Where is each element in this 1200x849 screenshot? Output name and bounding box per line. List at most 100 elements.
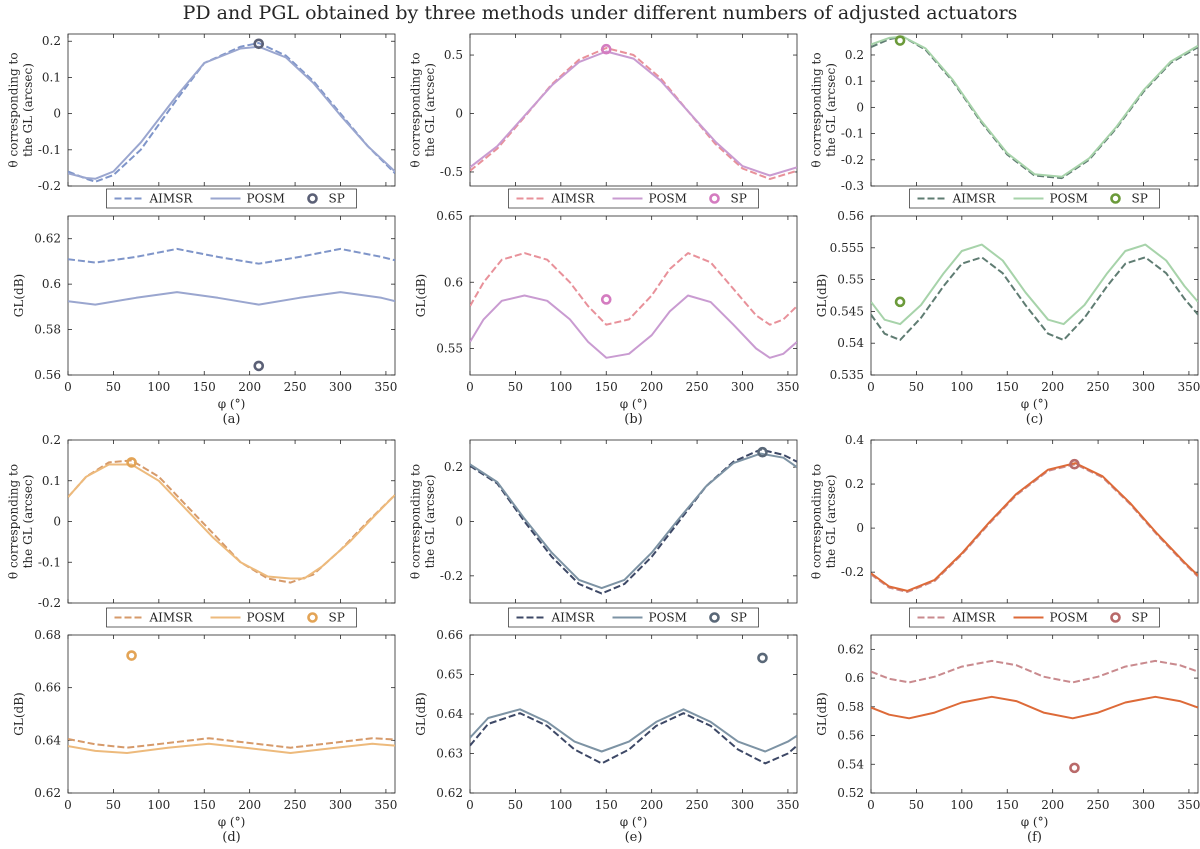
theta-c-y-tick-label: -0.3 [841,179,864,193]
gl-c-y-tick-label: 0.54 [837,336,864,350]
gl-e-y-tick-label: 0.65 [436,668,463,682]
gl-b-x-tick-label: 50 [508,380,523,394]
gl-f-x-tick-label: 300 [1132,798,1155,812]
gl-e-x-tick-label: 300 [731,798,754,812]
theta-axis-label-line-2: the GL (arcsec) [824,63,838,157]
panel-d: -0.2 -0.1 0 0.1 0.2 θ corresponding tothe GL … [7,433,398,845]
gl-b-x-tick-label: 250 [686,380,709,394]
legend-a: AIMSR POSM SP [106,188,357,209]
gl-f-x-tick-label: 200 [1041,798,1064,812]
theta-c-sp-point [894,35,906,46]
gl-e-x-tick-label: 350 [776,798,799,812]
theta-subplot-f: -0.2 0 0.2 0.4 θ corresponding tothe GL (arc… [810,433,1199,604]
theta-d-sp-point [126,457,137,468]
theta-subplot-b: -0.5 0 0.5 θ corresponding tothe GL (arcsec… [409,33,798,187]
gl-a-x-tick-label: 250 [284,380,307,394]
panel-caption: (f) [1027,830,1042,845]
gl-d-x-tick-label: 50 [106,798,121,812]
gl-c-y-tick-label: 0.55 [837,273,864,287]
gl-b-series-aimsr [470,252,797,326]
panels-container: -0.2-0.100.10.2θ corresponding tothe GL … [7,33,1200,845]
theta-f-sp-point [1069,458,1080,470]
gl-axis-label: GL(dB) [414,692,428,735]
gl-a-x-tick-label: 350 [374,380,397,394]
panel-caption: (b) [624,412,642,427]
gl-axis-label: GL(dB) [12,692,26,735]
theta-axis-label-line-2: the GL (arcsec) [21,475,35,569]
theta-a-y-tick-label: 0 [53,107,61,121]
figure-title: PD and PGL obtained by three methods und… [183,2,1018,24]
gl-c-x-tick-label: 0 [867,380,875,394]
theta-subplot-e: -0.2 0 0.2 θ corresponding tothe GL (arcsec… [409,439,798,604]
gl-b-sp-point [600,294,612,305]
panel-caption: (e) [625,830,643,845]
gl-e-series-aimsr [470,712,797,765]
x-axis-label: φ (°) [1021,815,1049,829]
gl-subplot-c: 0 50 100 150 200 250 300 350 0.535 0.54 0.545 0.55 0… [815,209,1200,411]
legend-posm-label: POSM [649,611,687,625]
x-axis-label: φ (°) [620,815,648,829]
gl-c-x-tick-label: 200 [1041,380,1064,394]
legend-posm-label: POSM [1050,611,1088,625]
gl-d-axes-frame [67,634,396,794]
legend-posm-label: POSM [247,192,285,206]
gl-f-x-tick-label: 250 [1087,798,1110,812]
theta-f-y-tick-label: 0 [856,521,864,535]
gl-e-y-tick-label: 0.62 [436,786,463,800]
gl-a-y-tick-label: 0.58 [34,323,61,337]
gl-f-x-tick-label: 0 [867,798,875,812]
theta-b-axes-frame [469,33,798,187]
gl-d-y-tick-label: 0.68 [34,628,61,642]
gl-f-y-tick-label: 0.6 [845,671,864,685]
panel-caption: (d) [222,830,240,845]
theta-axis-label: θ corresponding tothe GL (arcsec) [7,464,35,579]
theta-a-y-tick-label: 0.2 [42,34,61,48]
gl-c-series-posm [871,243,1198,326]
theta-d-y-tick-label: -0.2 [38,596,61,610]
gl-e-x-tick-label: 250 [686,798,709,812]
theta-subplot-d: -0.2 -0.1 0 0.1 0.2 θ corresponding tothe GL … [7,433,396,610]
theta-axis-label-line-1: θ corresponding to [409,52,423,167]
theta-a-axes-frame [67,33,396,187]
legend-d: AIMSR POSM SP [106,607,357,628]
gl-a-series-posm [68,291,395,306]
legend-aimsr-label: AIMSR [952,611,997,625]
gl-f-x-tick-label: 350 [1177,798,1200,812]
theta-f-series-posm [871,462,1198,592]
legend-posm-label: POSM [1050,192,1088,206]
theta-e-sp-point [757,446,768,458]
theta-e-y-tick-label: 0 [455,515,463,529]
legend-f: AIMSR POSM SP [909,607,1160,628]
legend-e: AIMSR POSM SP [508,607,759,628]
panel-f: -0.2 0 0.2 0.4 θ corresponding tothe GL (arc… [810,433,1200,845]
gl-subplot-d: 0 50 100 150 200 250 300 350 0.62 0.64 0.66 0.68 GL(… [12,628,397,829]
theta-f-series-aimsr [871,463,1198,593]
theta-b-series-posm [470,50,797,177]
gl-b-y-tick-label: 0.55 [436,342,463,356]
gl-c-x-tick-label: 250 [1087,380,1110,394]
theta-f-axes-frame [870,439,1199,604]
theta-b-y-tick-label: 0 [455,107,463,121]
gl-axis-label: GL(dB) [12,274,26,317]
gl-subplot-f: 0 50 100 150 200 250 300 350 0.52 0.54 0.56 0.58 0.6… [815,634,1200,829]
gl-c-y-tick-label: 0.545 [830,304,864,318]
gl-c-axes-frame [870,215,1199,376]
theta-axis-label: θ corresponding tothe GL (arcsec) [7,52,35,167]
gl-d-y-tick-label: 0.64 [34,733,61,747]
gl-c-x-tick-label: 350 [1177,380,1200,394]
gl-subplot-b: 0 50 100 150 200 250 300 350 0.55 0.6 0.65 GL(dB) φ … [414,209,799,411]
theta-axis-label-line-1: θ corresponding to [810,464,824,579]
theta-d-series-posm [68,463,395,580]
gl-b-x-tick-label: 300 [731,380,754,394]
gl-f-y-tick-label: 0.56 [837,729,864,743]
gl-e-y-tick-label: 0.64 [436,707,463,721]
theta-b-series-aimsr [470,47,797,180]
theta-subplot-c: -0.3 -0.2 -0.1 0 0.1 0.2 θ corresponding tothe… [810,33,1199,193]
x-axis-label: φ (°) [218,815,246,829]
gl-c-series-aimsr [871,256,1198,341]
legend-sp-label: SP [1132,611,1148,625]
gl-d-sp-point [126,650,137,661]
gl-d-x-tick-label: 350 [374,798,397,812]
gl-e-x-tick-label: 150 [595,798,618,812]
